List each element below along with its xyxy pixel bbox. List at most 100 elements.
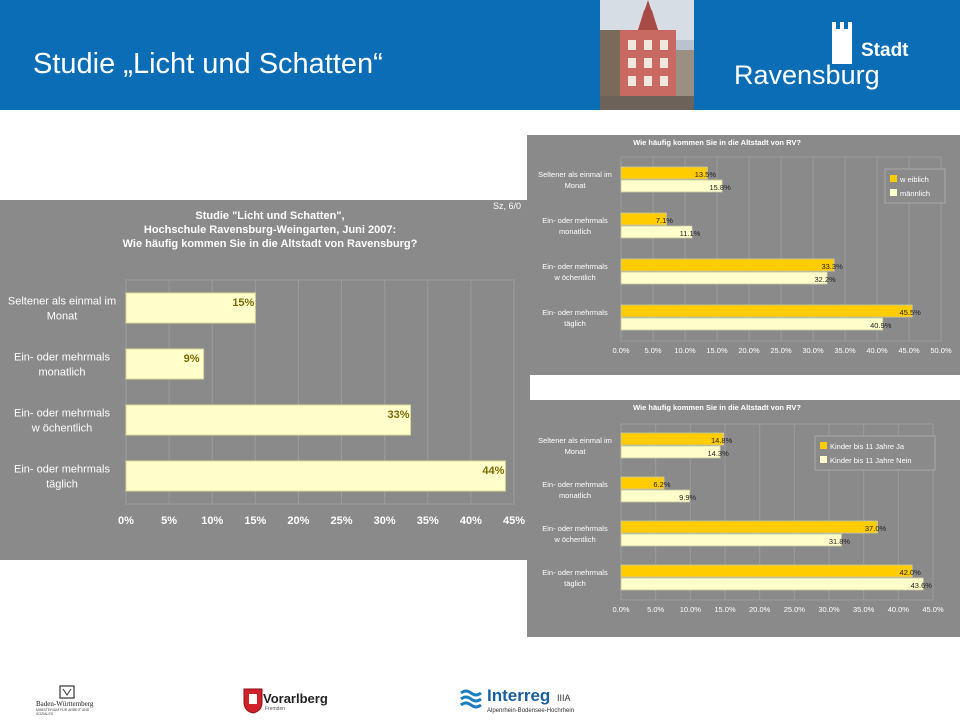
x-tick-label: 0.0% [612, 346, 629, 355]
bar [620, 212, 667, 226]
logo-interreg-name: Interreg [487, 686, 551, 705]
category-label: Ein- oder mehrmals [14, 351, 110, 363]
x-tick-label: 30.0% [802, 346, 824, 355]
chart-title: Studie "Licht und Schatten", [195, 210, 344, 222]
logo-baden-wuerttemberg: Baden-Württemberg MINISTERIUM FÜR ARBEIT… [36, 684, 106, 716]
x-tick-label: 30.0% [818, 605, 840, 614]
data-label: 7.1% [656, 216, 673, 225]
x-tick-label: 20% [287, 515, 309, 527]
logo-bw-sub: MINISTERIUM FÜR ARBEIT UND SOZIALES [36, 708, 90, 716]
legend-swatch [820, 456, 827, 463]
x-tick-label: 30% [374, 515, 396, 527]
category-label: Ein- oder mehrmals [14, 463, 110, 475]
legend-swatch [820, 442, 827, 449]
category-label: täglich [564, 579, 586, 588]
bar [620, 258, 835, 272]
x-tick-label: 15.0% [714, 605, 736, 614]
data-label: 42.0% [900, 568, 922, 577]
x-tick-label: 50.0% [930, 346, 952, 355]
data-label: 6.2% [653, 480, 670, 489]
x-tick-label: 20.0% [738, 346, 760, 355]
category-label: monatlich [559, 227, 591, 236]
bar [620, 533, 842, 547]
chart-title: Wie häufig kommen Sie in die Altstadt vo… [123, 238, 418, 250]
data-label: 14.3% [708, 449, 730, 458]
town-hall-photo [600, 0, 694, 110]
logo-bw-name: Baden-Württemberg [36, 700, 94, 708]
category-label: Ein- oder mehrmals [542, 480, 608, 489]
chart-overall: Studie "Licht und Schatten", Hochschule R… [0, 200, 530, 560]
logo-interreg: Interreg IIIA Alpenrhein-Bodensee-Hochrh… [459, 686, 599, 716]
bar [620, 489, 691, 503]
chart-title: Hochschule Ravensburg-Weingarten, Juni 2… [144, 224, 396, 236]
x-tick-label: 10.0% [680, 605, 702, 614]
x-tick-label: 10.0% [674, 346, 696, 355]
bar [620, 432, 725, 446]
category-label: monatlich [559, 491, 591, 500]
bar [620, 304, 913, 318]
logo-vbg-name: Vorarlberg [263, 691, 328, 706]
chart-title: Wie häufig kommen Sie in die Altstadt vo… [633, 138, 801, 147]
category-label: Ein- oder mehrmals [542, 524, 608, 533]
data-label: 45.5% [900, 308, 922, 317]
brand-word: Stadt [861, 40, 909, 61]
bar [620, 520, 878, 534]
page-title: Studie „Licht und Schatten“ [33, 48, 383, 80]
x-tick-label: 0% [118, 515, 134, 527]
logo-vbg-sub: Fremden [265, 706, 286, 712]
bar [620, 577, 924, 591]
chart-gender-panel: Wie häufig kommen Sie in die Altstadt vo… [527, 135, 960, 375]
category-label: w öchentlich [553, 273, 595, 282]
legend-label: w eiblich [899, 175, 929, 184]
x-tick-label: 45.0% [898, 346, 920, 355]
interreg-waves-icon [460, 689, 482, 709]
data-label: 40.9% [870, 321, 892, 330]
category-label: Seltener als einmal im [538, 170, 612, 179]
vorarlberg-crest-icon [243, 688, 263, 714]
coat-of-arms-icon [59, 685, 75, 699]
bar [125, 292, 256, 324]
legend-swatch [890, 189, 897, 196]
x-tick-label: 25.0% [784, 605, 806, 614]
chart-overall-panel: Studie "Licht und Schatten", Hochschule R… [0, 200, 530, 560]
x-tick-label: 10% [201, 515, 223, 527]
bar [620, 445, 721, 459]
category-label: Ein- oder mehrmals [542, 216, 608, 225]
header-bar: Studie „Licht und Schatten“ Stadt Ravens… [0, 0, 960, 110]
logo-interreg-sub: Alpenrhein-Bodensee-Hochrhein [487, 708, 575, 714]
bar [620, 166, 708, 180]
chart-corner-note: Sz, 6/0 [493, 201, 521, 211]
x-tick-label: 15.0% [706, 346, 728, 355]
x-tick-label: 25.0% [770, 346, 792, 355]
x-tick-label: 25% [331, 515, 353, 527]
category-label: Ein- oder mehrmals [14, 407, 110, 419]
data-label: 9.9% [679, 493, 696, 502]
category-label: Ein- oder mehrmals [542, 308, 608, 317]
category-label: täglich [564, 319, 586, 328]
category-label: täglich [46, 478, 78, 490]
category-label: Seltener als einmal im [8, 295, 116, 307]
bar [620, 271, 828, 285]
category-label: Ein- oder mehrmals [542, 262, 608, 271]
data-label: 33.3% [821, 262, 843, 271]
category-label: w öchentlich [553, 535, 595, 544]
data-label: 13.5% [695, 170, 717, 179]
data-label: 37.0% [865, 524, 887, 533]
data-label: 14.8% [711, 436, 733, 445]
x-tick-label: 20.0% [749, 605, 771, 614]
category-label: Ein- oder mehrmals [542, 568, 608, 577]
legend-label: Kinder bis 11 Jahre Ja [830, 442, 905, 451]
chart-children: Wie häufig kommen Sie in die Altstadt vo… [527, 400, 960, 637]
legend-box [884, 168, 946, 204]
data-label: 33% [388, 409, 410, 421]
legend-label: männlich [900, 189, 930, 198]
bar [620, 317, 884, 331]
chart-title: Wie häufig kommen Sie in die Altstadt vo… [633, 403, 801, 412]
brand-city: Ravensburg [734, 60, 880, 90]
bar [125, 460, 506, 492]
category-label: w öchentlich [31, 422, 93, 434]
bar [620, 225, 693, 239]
x-tick-label: 0.0% [612, 605, 629, 614]
x-tick-label: 5.0% [647, 605, 664, 614]
legend-swatch [890, 175, 897, 182]
